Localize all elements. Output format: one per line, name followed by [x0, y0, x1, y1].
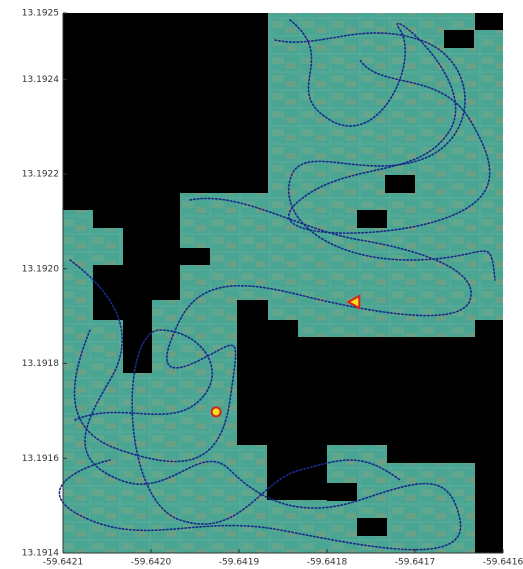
x-tick-label: -59.6421 [43, 558, 83, 568]
x-tick-label: -59.6419 [219, 558, 260, 568]
y-tick-label: 13.1916 [22, 454, 59, 464]
y-tick-label: 13.1924 [22, 75, 59, 85]
y-tick-label: 13.1918 [22, 359, 59, 369]
y-tick-label: 13.1920 [22, 264, 59, 274]
x-tick-label: -59.6417 [395, 558, 435, 568]
y-tick-label: 13.1925 [22, 9, 59, 19]
y-tick-label: 13.1922 [22, 170, 59, 180]
x-tick-label: -59.6420 [131, 558, 172, 568]
y-tick-label: 13.1914 [22, 549, 59, 559]
mosaic [63, 13, 503, 553]
x-tick-label: -59.6416 [483, 558, 523, 568]
chart: -59.6421 -59.6420 -59.6419 -59.6418 -59.6417… [0, 0, 523, 569]
marker [212, 407, 221, 416]
x-tick-label: -59.6418 [307, 558, 348, 568]
